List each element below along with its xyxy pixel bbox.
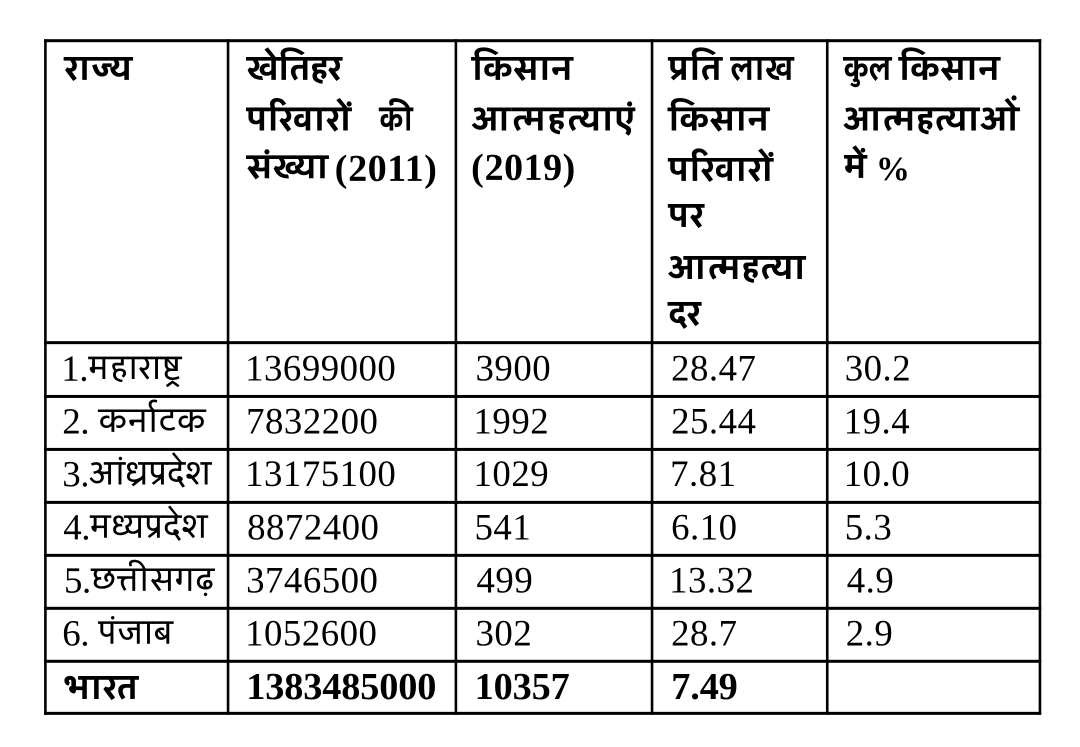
svg-text:13699000: 13699000 bbox=[245, 348, 396, 389]
svg-text:7.49: 7.49 bbox=[671, 666, 737, 708]
svg-text:8872400: 8872400 bbox=[247, 506, 379, 547]
svg-text:302: 302 bbox=[476, 612, 533, 653]
svg-text:3900: 3900 bbox=[476, 348, 552, 389]
svg-text:5.3: 5.3 bbox=[845, 506, 893, 547]
svg-text:7.81: 7.81 bbox=[670, 453, 736, 494]
svg-text:10.0: 10.0 bbox=[844, 453, 910, 494]
svg-text:13175100: 13175100 bbox=[245, 453, 396, 494]
svg-text:13.32: 13.32 bbox=[669, 560, 754, 601]
svg-text:25.44: 25.44 bbox=[671, 401, 756, 442]
svg-text:4.9: 4.9 bbox=[847, 560, 895, 601]
svg-text:541: 541 bbox=[475, 506, 532, 547]
svg-text:1029: 1029 bbox=[474, 453, 550, 494]
svg-text:6.10: 6.10 bbox=[671, 506, 737, 547]
svg-text:3746500: 3746500 bbox=[246, 560, 378, 601]
svg-text:10357: 10357 bbox=[475, 666, 570, 708]
svg-text:2.9: 2.9 bbox=[846, 612, 894, 653]
svg-text:499: 499 bbox=[477, 560, 534, 601]
svg-text:1052600: 1052600 bbox=[245, 612, 377, 653]
svg-text:1383485000: 1383485000 bbox=[246, 666, 436, 708]
svg-text:28.47: 28.47 bbox=[671, 348, 756, 389]
svg-text:19.4: 19.4 bbox=[844, 401, 910, 442]
svg-text:28.7: 28.7 bbox=[671, 612, 737, 653]
svg-text:30.2: 30.2 bbox=[845, 348, 911, 389]
svg-text:1992: 1992 bbox=[474, 401, 550, 442]
svg-text:7832200: 7832200 bbox=[246, 401, 378, 442]
